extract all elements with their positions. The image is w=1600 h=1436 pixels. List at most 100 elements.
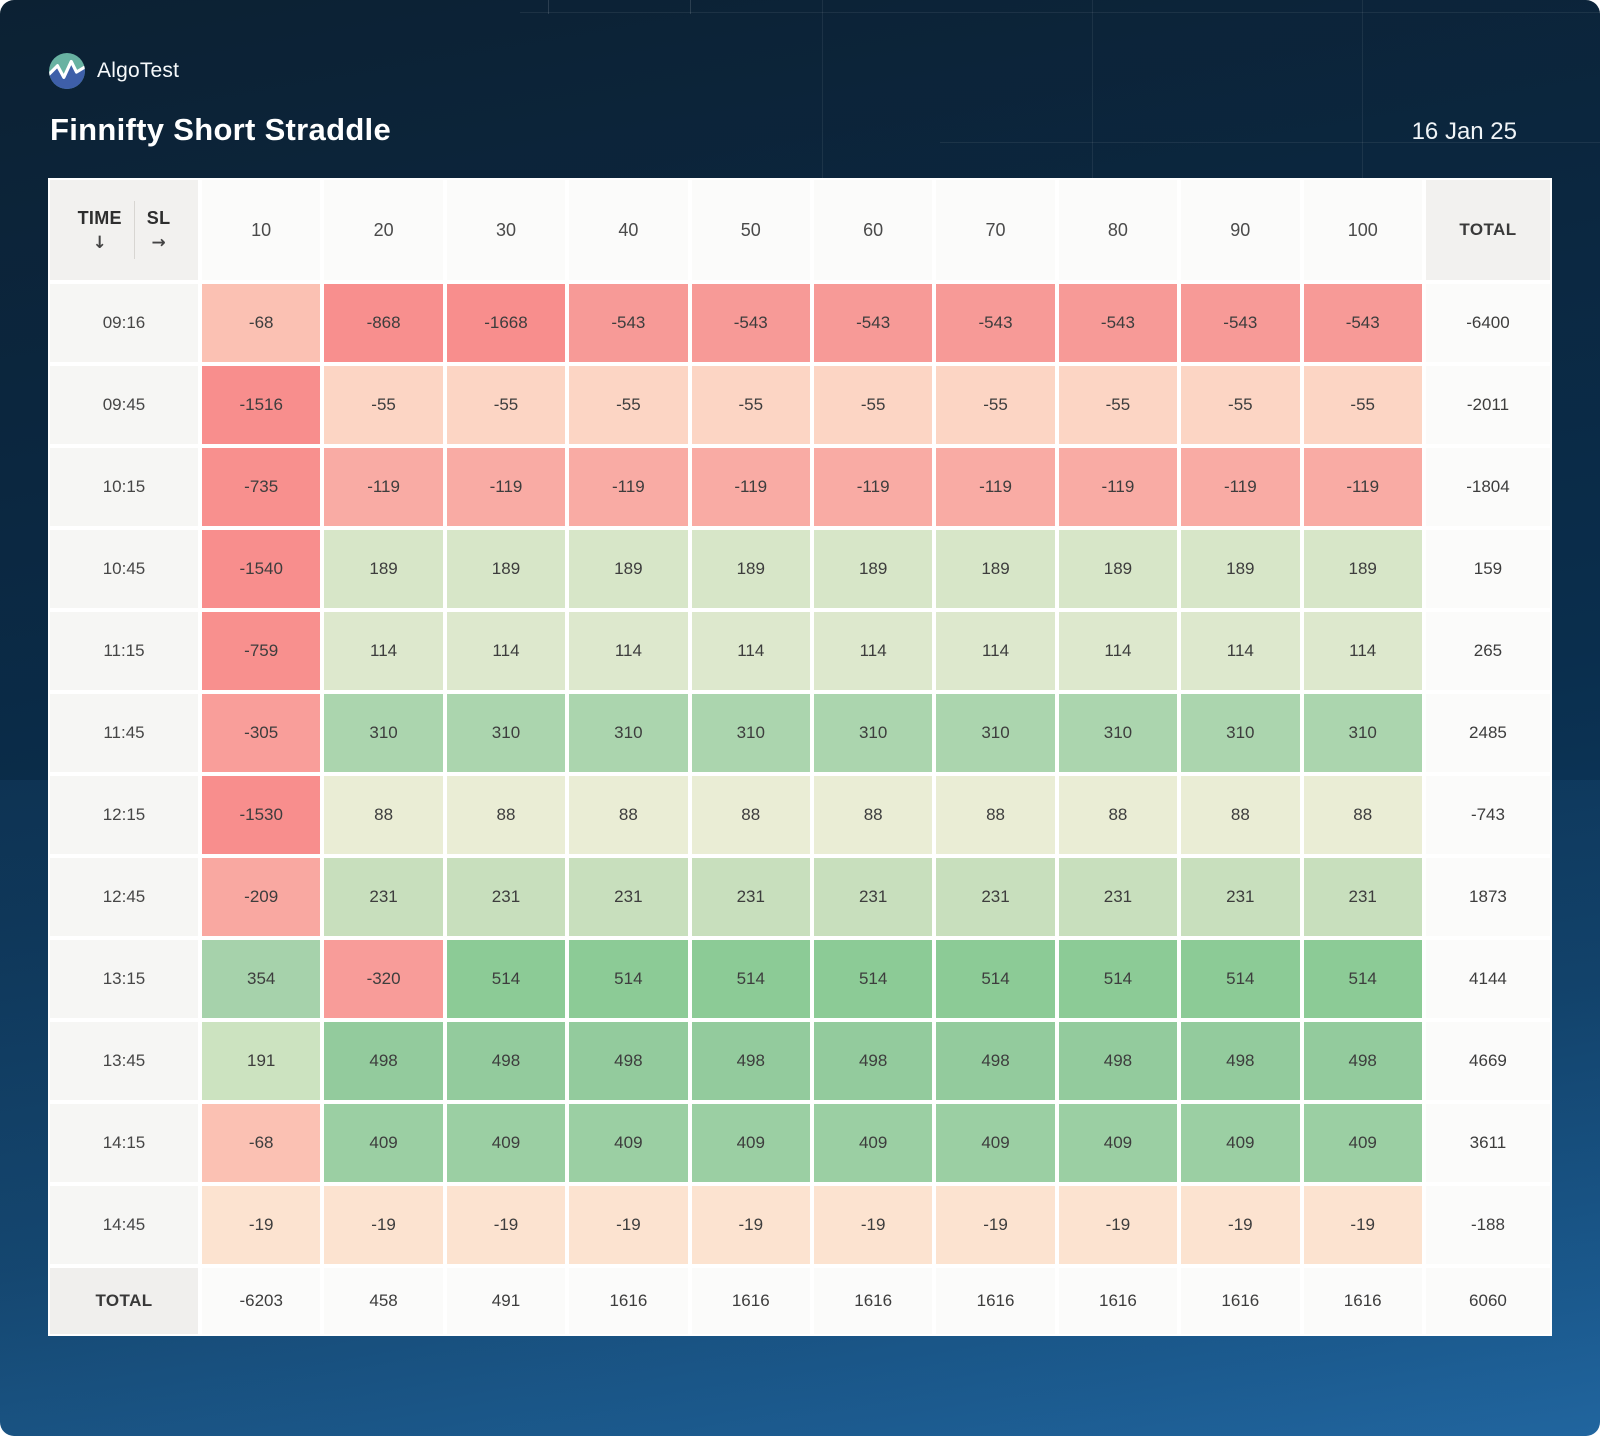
heatmap-cell: 409	[1179, 1102, 1302, 1184]
table-row: 12:45 -209 231 231 231 231 231 231 231 231 231 1873	[48, 856, 1552, 938]
column-header-sl-70: 70	[934, 178, 1057, 282]
heatmap-cell: 514	[934, 938, 1057, 1020]
time-label: 09:45	[48, 364, 200, 446]
heatmap-cell: -543	[1179, 282, 1302, 364]
column-total: 1616	[689, 1266, 812, 1336]
column-header-sl-100: 100	[1301, 178, 1424, 282]
time-label: 14:45	[48, 1184, 200, 1266]
time-label: 10:15	[48, 446, 200, 528]
heatmap-cell: 514	[1301, 938, 1424, 1020]
heatmap-cell: 310	[1179, 692, 1302, 774]
row-total: 159	[1423, 528, 1552, 610]
heatmap-cell: 88	[322, 774, 445, 856]
heatmap-cell: 498	[322, 1020, 445, 1102]
heatmap-cell: -543	[1056, 282, 1180, 364]
heatmap-cell: -19	[1179, 1184, 1302, 1266]
column-header-sl-10: 10	[200, 178, 323, 282]
table-row: 09:16 -68 -868 -1668 -543 -543 -543 -543 -543 -54…	[48, 282, 1552, 364]
column-header-sl-50: 50	[689, 178, 812, 282]
header-row: TIME ↓ SL → 10 20 30 40 50 60 70 80 90 100 TOTAL	[48, 178, 1552, 282]
heatmap-cell: -55	[322, 364, 445, 446]
table-row: 13:45 191 498 498 498 498 498 498 498 498 498 4669	[48, 1020, 1552, 1102]
heatmap-cell: 189	[934, 528, 1057, 610]
heatmap-cell: -119	[811, 446, 935, 528]
time-label: 12:15	[48, 774, 200, 856]
heatmap-cell: 189	[444, 528, 568, 610]
time-label: 10:45	[48, 528, 200, 610]
corner-divider	[133, 201, 135, 259]
heatmap-cell: -55	[1056, 364, 1180, 446]
column-total: -6203	[200, 1266, 323, 1336]
down-arrow-icon: ↓	[92, 232, 107, 253]
heatmap-cell: 409	[1301, 1102, 1424, 1184]
column-header-sl-40: 40	[567, 178, 690, 282]
grand-total: 6060	[1423, 1266, 1552, 1336]
heatmap-cell: 498	[1056, 1020, 1180, 1102]
heatmap-cell: -735	[200, 446, 323, 528]
heatmap-cell: 114	[934, 610, 1057, 692]
heatmap-cell: 409	[811, 1102, 935, 1184]
column-header-sl-30: 30	[444, 178, 568, 282]
report-date: 16 Jan 25	[1411, 118, 1517, 145]
table-row: 12:15 -1530 88 88 88 88 88 88 88 88 88 -743	[48, 774, 1552, 856]
heatmap-cell: -119	[567, 446, 690, 528]
time-axis-label: TIME	[77, 207, 122, 228]
time-label: 11:15	[48, 610, 200, 692]
heatmap-cell: 191	[200, 1020, 323, 1102]
heatmap-cell: 409	[1056, 1102, 1180, 1184]
heatmap-cell: 189	[689, 528, 812, 610]
heatmap-cell: 514	[567, 938, 690, 1020]
heatmap-cell: -119	[444, 446, 568, 528]
heatmap-cell: 231	[811, 856, 935, 938]
right-arrow-icon: →	[151, 232, 166, 253]
heatmap-cell: -759	[200, 610, 323, 692]
sl-axis-label: SL	[146, 207, 171, 228]
heatmap-cell: 114	[811, 610, 935, 692]
heatmap-cell: -119	[1056, 446, 1180, 528]
row-total: 265	[1423, 610, 1552, 692]
heatmap-cell: -55	[1179, 364, 1302, 446]
heatmap-cell: 409	[322, 1102, 445, 1184]
row-total: -188	[1423, 1184, 1552, 1266]
time-label: 09:16	[48, 282, 200, 364]
heatmap-cell: -119	[1301, 446, 1424, 528]
heatmap-cell: -543	[811, 282, 935, 364]
heatmap-cell: 231	[934, 856, 1057, 938]
table-row: 13:15 354 -320 514 514 514 514 514 514 514 514 4144	[48, 938, 1552, 1020]
heatmap-cell: -68	[200, 1102, 323, 1184]
heatmap-cell: -19	[811, 1184, 935, 1266]
heatmap-cell: 189	[1179, 528, 1302, 610]
heatmap-cell: 498	[934, 1020, 1057, 1102]
column-total: 1616	[1056, 1266, 1180, 1336]
heatmap-cell: -68	[200, 282, 323, 364]
row-total: 4144	[1423, 938, 1552, 1020]
column-total: 1616	[1179, 1266, 1302, 1336]
axis-legend: TIME ↓ SL →	[50, 201, 198, 259]
column-header-sl-80: 80	[1056, 178, 1180, 282]
heatmap-cell: -1516	[200, 364, 323, 446]
heatmap-cell: 189	[567, 528, 690, 610]
row-total: 3611	[1423, 1102, 1552, 1184]
heatmap-cell: 114	[567, 610, 690, 692]
heatmap-cell: -55	[1301, 364, 1424, 446]
heatmap-cell: 114	[1179, 610, 1302, 692]
heatmap-cell: -1668	[444, 282, 568, 364]
heatmap-cell: 409	[444, 1102, 568, 1184]
time-axis-legend: TIME ↓	[78, 208, 122, 253]
heatmap-cell: -55	[567, 364, 690, 446]
corner-cell: TIME ↓ SL →	[48, 178, 200, 282]
column-total: 491	[444, 1266, 568, 1336]
column-header-sl-90: 90	[1179, 178, 1302, 282]
heatmap-cell: -19	[689, 1184, 812, 1266]
row-total: -6400	[1423, 282, 1552, 364]
heatmap-cell: 498	[811, 1020, 935, 1102]
column-total: 458	[322, 1266, 445, 1336]
heatmap-cell: -209	[200, 856, 323, 938]
heatmap-cell: 88	[934, 774, 1057, 856]
column-header-sl-20: 20	[322, 178, 445, 282]
heatmap-cell: 189	[1301, 528, 1424, 610]
heatmap-cell: -543	[1301, 282, 1424, 364]
heatmap-cell: 114	[322, 610, 445, 692]
heatmap-cell: 231	[567, 856, 690, 938]
